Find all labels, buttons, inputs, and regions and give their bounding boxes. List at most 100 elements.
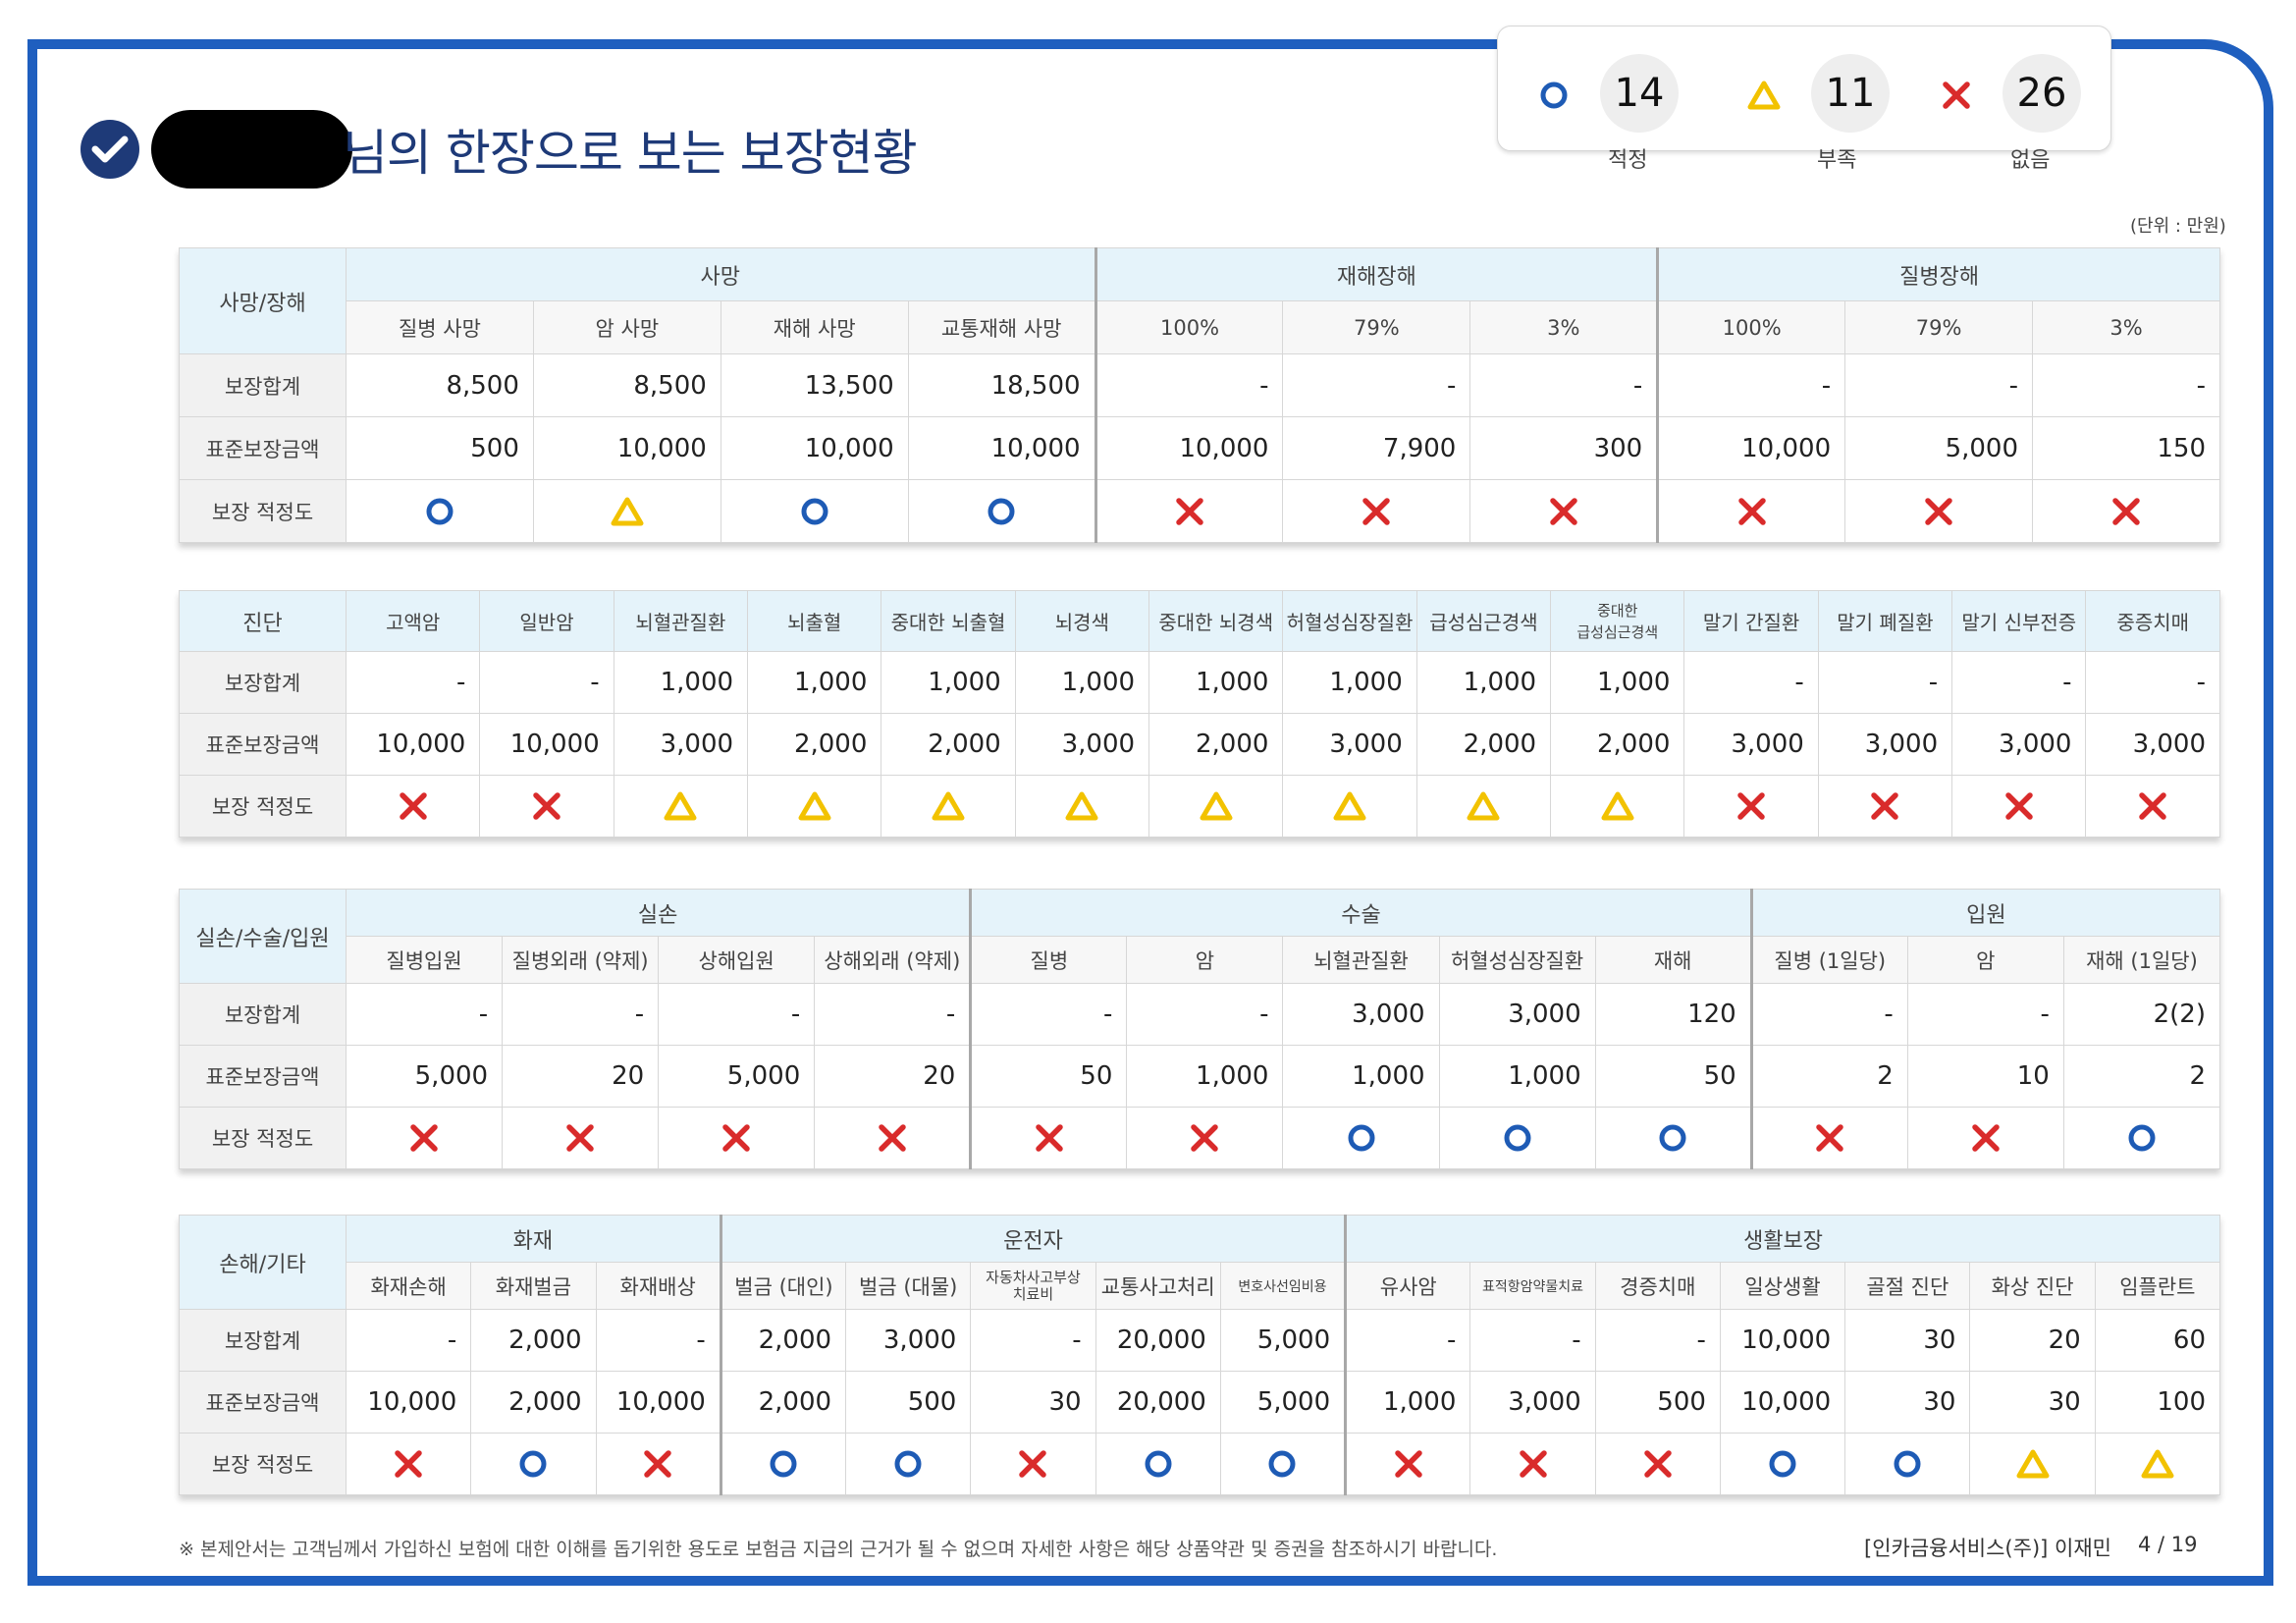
adequacy-cell — [1719, 1433, 1846, 1495]
adequacy-cell — [2062, 1107, 2221, 1169]
standard-coverage-value: 2 — [1749, 1045, 1908, 1108]
category-label: 손해/기타 — [179, 1215, 347, 1310]
adequacy-cell — [1594, 1433, 1721, 1495]
total-coverage-value: - — [814, 983, 972, 1046]
total-coverage-value: - — [1594, 1309, 1721, 1372]
total-coverage-value: - — [1469, 353, 1659, 417]
x-icon — [392, 1447, 425, 1481]
triangle-icon — [1332, 789, 1367, 823]
adequacy-cell — [1683, 775, 1819, 838]
triangle-icon — [797, 789, 832, 823]
column-header: 화재벌금 — [470, 1262, 597, 1310]
summary-none-label: 없음 — [2010, 148, 2051, 173]
column-header: 임플란트 — [2094, 1262, 2221, 1310]
total-coverage-value: 8,500 — [346, 353, 534, 417]
summary-insufficient-label: 부족 — [1817, 148, 1857, 173]
x-icon — [1969, 1121, 2002, 1155]
total-coverage-value: - — [595, 1309, 721, 1372]
column-header: 질병외래 (약제) — [502, 936, 660, 984]
x-icon — [1360, 495, 1393, 528]
total-coverage-value: - — [345, 1309, 472, 1372]
group-header: 생활보장 — [1344, 1215, 2220, 1263]
column-header: 중증치매 — [2085, 590, 2220, 652]
total-coverage-value: 1,000 — [1282, 651, 1417, 714]
adequacy-cell — [532, 479, 721, 543]
adequacy-cell — [1469, 1433, 1596, 1495]
standard-coverage-value: 5,000 — [1219, 1371, 1347, 1434]
adequacy-cell — [1594, 1107, 1752, 1169]
column-header: 허혈성심장질환 — [1282, 590, 1417, 652]
group-header: 재해장해 — [1094, 247, 1659, 301]
total-coverage-value: 1,000 — [1148, 651, 1284, 714]
x-icon — [2136, 789, 2169, 823]
page-title: 님의 한장으로 보는 보장현황 — [80, 110, 918, 189]
unit-label: (단위 : 만원) — [2130, 216, 2226, 237]
x-icon — [1641, 1447, 1675, 1481]
total-coverage-value: - — [2032, 353, 2220, 417]
total-coverage-value: 10,000 — [1719, 1309, 1846, 1372]
column-header: 재해 — [1594, 936, 1752, 984]
total-coverage-value: 30 — [1844, 1309, 1971, 1372]
standard-coverage-value: 3,000 — [1817, 713, 1953, 776]
adequacy-cell — [1817, 775, 1953, 838]
column-header: 중대한 뇌출혈 — [881, 590, 1016, 652]
column-header: 경증치매 — [1594, 1262, 1721, 1310]
total-coverage-value: - — [1126, 983, 1284, 1046]
x-icon — [1392, 1447, 1425, 1481]
standard-coverage-value: 3,000 — [2085, 713, 2220, 776]
x-icon — [720, 1121, 753, 1155]
standard-coverage-value: 500 — [845, 1371, 972, 1434]
triangle-icon — [2015, 1447, 2051, 1481]
column-header: 재해 사망 — [720, 300, 909, 354]
row-label: 보장 적정도 — [179, 1107, 347, 1169]
standard-coverage-value: 30 — [1969, 1371, 2096, 1434]
row-label: 보장 적정도 — [179, 479, 347, 543]
group-header: 실손 — [345, 889, 972, 937]
standard-coverage-value: 5,000 — [658, 1045, 816, 1108]
column-header: 표적항암약물치료 — [1469, 1262, 1596, 1310]
circle-icon — [1501, 1121, 1534, 1155]
adequacy-cell — [1095, 1433, 1221, 1495]
circle-icon — [516, 1447, 550, 1481]
circle-icon — [423, 495, 456, 528]
column-header: 자동차사고부상 치료비 — [970, 1262, 1096, 1310]
column-header: 암 사망 — [532, 300, 721, 354]
standard-coverage-value: 10,000 — [595, 1371, 721, 1434]
total-coverage-value: - — [345, 651, 481, 714]
adequacy-cell — [1148, 775, 1284, 838]
column-header: 3% — [1469, 300, 1659, 354]
checkmark-icon — [80, 120, 139, 179]
total-coverage-value: - — [1749, 983, 1908, 1046]
standard-coverage-value: 1,000 — [1282, 1045, 1440, 1108]
x-icon — [1940, 79, 1973, 116]
total-coverage-value: 1,000 — [881, 651, 1016, 714]
adequacy-cell — [613, 775, 749, 838]
standard-coverage-value: 3,000 — [1282, 713, 1417, 776]
column-header: 100% — [1656, 300, 1846, 354]
column-header: 중대한 뇌경색 — [1148, 590, 1284, 652]
column-header: 말기 폐질환 — [1817, 590, 1953, 652]
total-coverage-value: - — [970, 1309, 1096, 1372]
triangle-icon — [1746, 79, 1782, 116]
disclaimer-note: ※ 본제안서는 고객님께서 가입하신 보험에 대한 이해를 돕기위한 용도로 보… — [179, 1539, 1498, 1560]
total-coverage-value: - — [1094, 353, 1284, 417]
row-label: 보장합계 — [179, 651, 347, 714]
column-header: 교통재해 사망 — [907, 300, 1096, 354]
standard-coverage-value: 30 — [1844, 1371, 1971, 1434]
triangle-icon — [2140, 1447, 2175, 1481]
standard-coverage-value: 10,000 — [720, 416, 909, 480]
adequacy-cell — [907, 479, 1096, 543]
column-header: 뇌혈관질환 — [613, 590, 749, 652]
standard-coverage-value: 7,900 — [1282, 416, 1471, 480]
adequacy-cell — [1415, 775, 1552, 838]
total-coverage-value: - — [479, 651, 614, 714]
adequacy-cell — [2032, 479, 2220, 543]
circle-icon — [891, 1447, 925, 1481]
column-header: 벌금 (대인) — [719, 1262, 847, 1310]
x-icon — [407, 1121, 441, 1155]
row-label: 표준보장금액 — [179, 713, 347, 776]
column-header: 100% — [1094, 300, 1284, 354]
adequacy-cell — [470, 1433, 597, 1495]
column-header: 말기 간질환 — [1683, 590, 1819, 652]
total-coverage-value: 20,000 — [1095, 1309, 1221, 1372]
